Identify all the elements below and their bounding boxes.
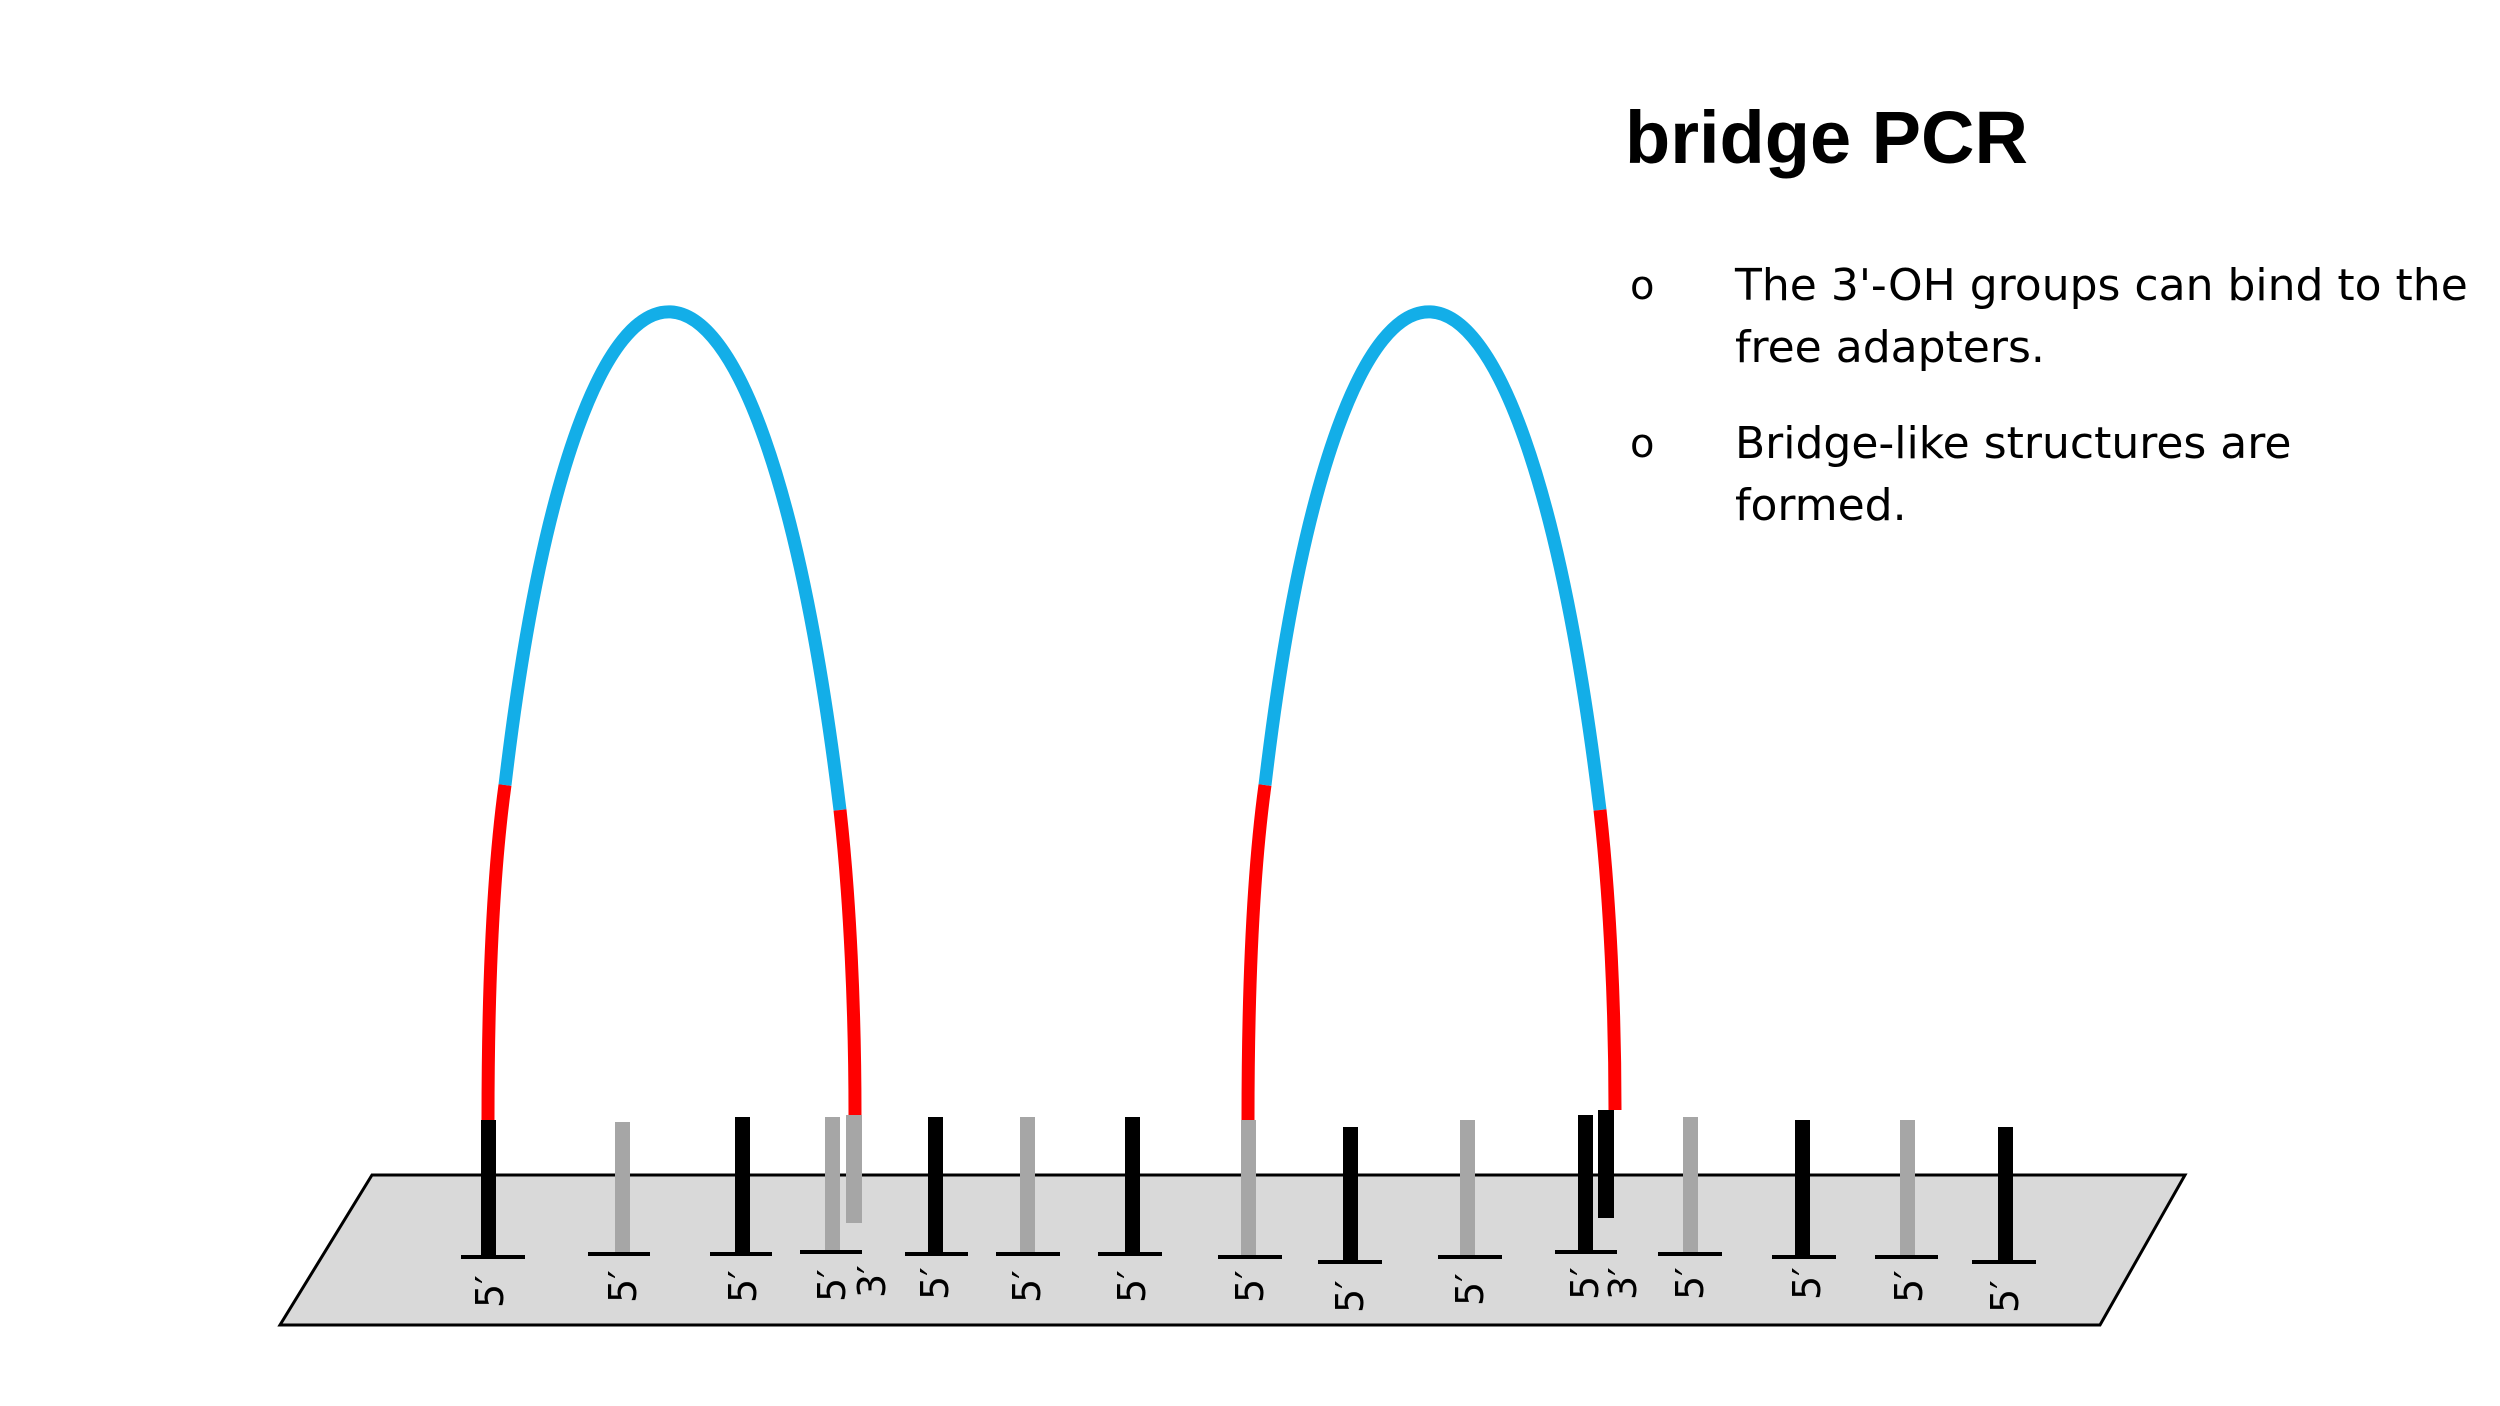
bridge-1-right-adapter <box>833 809 862 1116</box>
bullet-text-2: Bridge-like structures are formed. <box>1735 418 2292 531</box>
anchor-2 <box>615 1122 630 1252</box>
primer-anchors <box>461 1110 2036 1264</box>
label-5prime-7: 5′ <box>1110 1270 1154 1303</box>
bullet-list: o The 3'-OH groups can bind to the free … <box>1625 255 2475 571</box>
anchor-15 <box>1998 1127 2013 1260</box>
label-5prime-11: 5′ <box>1563 1267 1607 1300</box>
label-5prime-6: 5′ <box>1005 1270 1049 1303</box>
bullet-item-1: o The 3'-OH groups can bind to the free … <box>1625 255 2475 379</box>
bridge-1-left-adapter <box>481 784 512 1121</box>
label-5prime-9: 5′ <box>1328 1280 1372 1313</box>
bullet-item-2: o Bridge-like structures are formed. <box>1625 413 2475 537</box>
label-5prime-13: 5′ <box>1785 1267 1829 1300</box>
label-5prime-10: 5′ <box>1448 1273 1492 1306</box>
bullet-marker: o <box>1630 421 1655 467</box>
label-5prime-12: 5′ <box>1668 1267 1712 1300</box>
label-5prime-15: 5′ <box>1983 1280 2027 1313</box>
label-5prime-3: 5′ <box>721 1270 765 1303</box>
bridge-structure-2 <box>1241 305 1622 1121</box>
label-3prime-11: 3′ <box>1601 1267 1645 1300</box>
label-3prime-4: 3′ <box>850 1265 894 1298</box>
anchor-8 <box>1241 1120 1256 1255</box>
label-5prime-4: 5′ <box>810 1269 854 1302</box>
label-5prime-8: 5′ <box>1228 1270 1272 1303</box>
anchor-5 <box>928 1117 943 1252</box>
anchor-1 <box>481 1120 496 1255</box>
label-5prime-5: 5′ <box>913 1267 957 1300</box>
label-5prime-1: 5′ <box>468 1275 512 1308</box>
bridge-1-insert <box>498 305 847 811</box>
bullet-marker: o <box>1630 263 1655 309</box>
bridge-structure-1 <box>481 305 862 1121</box>
slide-title: bridge PCR <box>1625 96 2028 179</box>
anchor-4-bridge-end <box>846 1115 862 1223</box>
bullet-text-1: The 3'-OH groups can bind to the free ad… <box>1735 260 2468 373</box>
anchor-4 <box>825 1117 840 1250</box>
anchor-14 <box>1900 1120 1915 1255</box>
label-5prime-14: 5′ <box>1887 1270 1931 1303</box>
anchor-3 <box>735 1117 750 1252</box>
bridge-2-left-adapter <box>1241 784 1272 1121</box>
anchor-9 <box>1343 1127 1358 1260</box>
anchor-13 <box>1795 1120 1810 1255</box>
label-5prime-2: 5′ <box>601 1270 645 1303</box>
anchor-12 <box>1683 1117 1698 1252</box>
anchor-10 <box>1460 1120 1475 1255</box>
bridge-2-insert <box>1258 305 1607 811</box>
anchor-11-bridge-end <box>1598 1110 1614 1218</box>
bridge-2-right-adapter <box>1593 809 1622 1111</box>
strand-end-labels: 5′ 5′ 5′ 5′ 3′ 5′ 5′ 5′ 5′ 5′ 5′ 5′ 3′ 5… <box>468 1265 2027 1313</box>
anchor-11 <box>1578 1115 1593 1250</box>
anchor-7 <box>1125 1117 1140 1252</box>
anchor-6 <box>1020 1117 1035 1252</box>
